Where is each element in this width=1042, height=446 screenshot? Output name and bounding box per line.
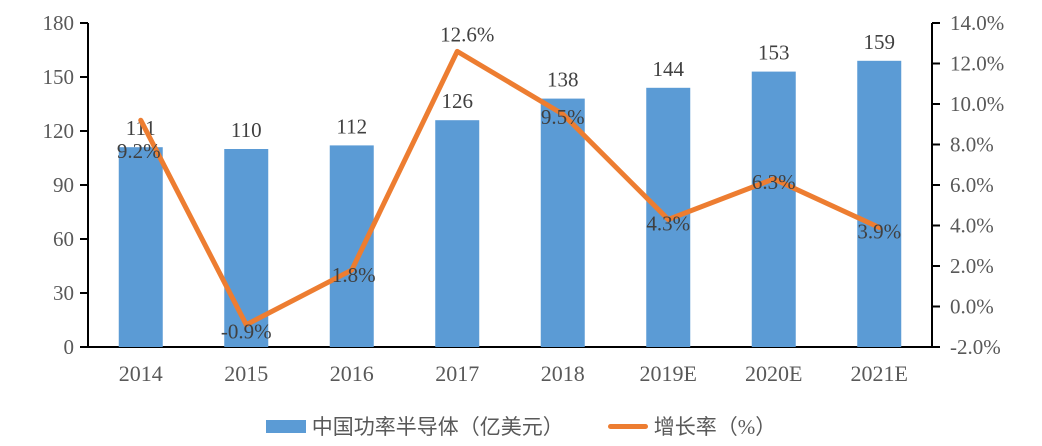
line-data-label: 4.3% (646, 211, 690, 235)
category-label: 2015 (224, 361, 268, 386)
bar-data-label: 144 (653, 57, 685, 81)
legend-item-bar-series[interactable]: 中国功率半导体（亿美元） (265, 411, 564, 441)
line-series-swatch (607, 423, 648, 429)
left-axis-tick-label: 90 (53, 173, 74, 197)
bar-data-label: 138 (547, 68, 579, 92)
right-axis-tick-label: -2.0% (950, 335, 1001, 359)
line-data-label: 1.8% (332, 263, 376, 287)
bar-series-label: 中国功率半导体（亿美元） (311, 415, 564, 439)
right-axis-tick-label: 14.0% (950, 11, 1004, 35)
right-axis-tick-label: 10.0% (950, 92, 1004, 116)
category-label: 2019E (640, 361, 697, 386)
bar-data-label: 153 (758, 41, 790, 65)
bar[interactable] (540, 98, 585, 347)
bar[interactable] (329, 145, 374, 347)
category-label: 2014 (119, 361, 163, 386)
category-label: 2016 (330, 361, 374, 386)
legend-item-line-series[interactable]: 增长率（%） (607, 411, 777, 441)
line-data-label: 9.5% (541, 105, 585, 129)
left-axis-tick-label: 150 (43, 65, 75, 89)
bar-series-swatch (265, 419, 306, 433)
bar-data-label: 126 (442, 89, 474, 113)
bar-data-label: 110 (231, 118, 262, 142)
line-data-label: -0.9% (221, 320, 272, 344)
line-data-label: 6.3% (752, 170, 796, 194)
line-series-label: 增长率（%） (653, 415, 777, 439)
bar[interactable] (857, 60, 902, 348)
bar[interactable] (751, 71, 796, 347)
category-label: 2021E (851, 361, 908, 386)
legend: 中国功率半导体（亿美元） 增长率（%） (0, 410, 1042, 442)
left-axis-tick-label: 30 (53, 281, 74, 305)
left-axis-tick-label: 120 (43, 119, 75, 143)
bar-data-label: 112 (336, 114, 367, 138)
left-axis-tick-label: 180 (43, 11, 75, 35)
right-axis-tick-label: 0.0% (950, 295, 994, 319)
right-axis-tick-label: 4.0% (950, 214, 994, 238)
bar[interactable] (435, 120, 480, 347)
category-label: 2020E (745, 361, 802, 386)
line-data-label: 3.9% (857, 220, 901, 244)
right-axis-tick-label: 12.0% (950, 52, 1004, 76)
growth-line[interactable] (138, 48, 882, 328)
line-data-label: 12.6% (440, 22, 494, 46)
left-axis-tick-label: 60 (53, 227, 74, 251)
bar-data-label: 159 (864, 30, 896, 54)
right-axis-tick-label: 2.0% (950, 254, 994, 278)
bar[interactable] (224, 149, 269, 347)
category-label: 2018 (541, 361, 585, 386)
line-data-label: 9.2% (117, 139, 161, 163)
left-axis-tick-label: 0 (64, 335, 75, 359)
right-axis-tick-label: 8.0% (950, 133, 994, 157)
bar[interactable] (118, 147, 163, 347)
category-label: 2017 (435, 361, 479, 386)
right-axis-tick-label: 6.0% (950, 173, 994, 197)
